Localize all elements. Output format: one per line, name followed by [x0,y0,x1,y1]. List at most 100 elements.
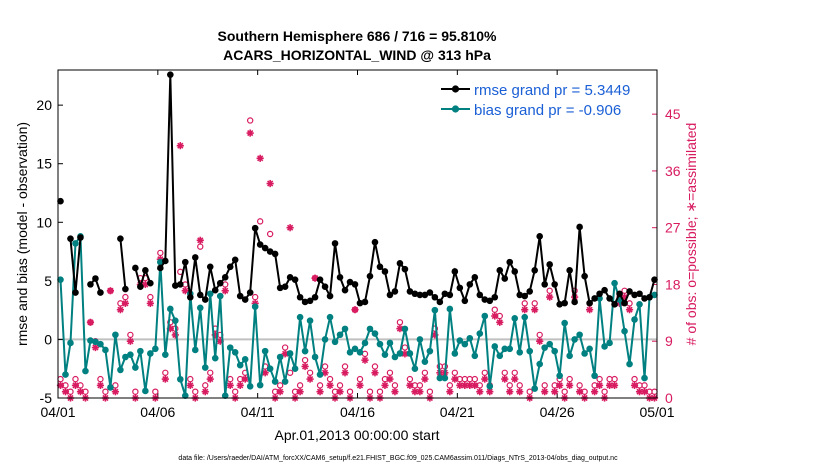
rmse-point [72,289,79,296]
x-tick-label: 04/26 [540,404,575,420]
assimilated-obs-point [246,129,254,137]
assimilated-obs-point [511,375,519,383]
assimilated-obs-point [576,388,584,396]
bias-point [466,334,474,342]
bias-point [152,345,159,353]
rmse-point [431,293,439,301]
bias-point [371,330,379,337]
bias-point [176,375,184,383]
assimilated-obs-point [610,381,619,389]
rmse-point [241,296,249,303]
possible-obs-point [127,331,134,339]
rmse-point [436,298,444,306]
rmse-point [157,264,164,272]
rmse-point [571,298,578,306]
rmse-point [366,272,374,280]
bias-point [406,350,414,357]
assimilated-obs-point [466,381,474,389]
rmse-point [476,291,484,299]
y-axis-label-left: rmse and bias (model - observation) [14,122,30,346]
possible-obs-point [401,344,409,351]
possible-obs-point [601,388,608,395]
assimilated-obs-point [541,388,549,396]
bias-point [87,337,94,344]
bias-point [611,279,618,287]
rmse-point [641,295,648,302]
assimilated-obs-point [361,356,369,364]
x-tick-label: 05/01 [639,404,674,420]
rmse-point [172,282,179,289]
assimilated-obs-point [551,388,559,396]
rmse-point [251,224,259,232]
bias-point [127,351,134,358]
x-axis-label: Apr.01,2013 00:00:00 start [274,427,439,443]
rmse-point [371,238,379,246]
bias-point [366,325,374,333]
rmse-point [376,263,384,271]
bias-point [591,372,598,380]
bias-point [196,304,204,312]
bias-point [511,315,519,322]
rmse-point [321,283,329,291]
assimilated-obs-point [481,375,489,383]
rmse-point [191,254,199,261]
possible-obs-point [207,369,214,376]
bias-point [561,319,568,327]
possible-obs-point [596,375,603,383]
assimilated-obs-point [341,369,349,377]
rmse-point [646,293,653,301]
bias-point [122,353,129,361]
rmse-point [416,291,424,299]
bias-point [72,240,79,247]
rmse-point [586,299,593,307]
rmse-point [541,281,548,288]
legend-rmse-label: rmse grand pr = 5.3449 [474,82,630,99]
assimilated-obs-point [76,388,85,396]
rmse-point [271,250,279,258]
y-axis-label-right: # of obs: o=possible; ∗=assimilated [683,123,699,346]
possible-obs-point [516,382,523,389]
plot-area [58,70,657,398]
rmse-line-segment [134,267,152,291]
y-tick-label: 5 [44,273,52,289]
bias-point [436,374,444,382]
possible-obs-point [406,375,414,383]
assimilated-obs-point [221,287,229,295]
rmse-point [132,264,139,272]
assimilated-obs-point [416,388,424,396]
possible-obs-point [376,388,384,395]
rmse-point [341,286,349,294]
assimilated-obs-point [301,362,309,371]
possible-obs-point [132,388,139,395]
possible-obs-point [197,243,204,250]
bias-point [216,292,224,300]
possible-obs-point [446,382,454,389]
rmse-point [401,265,409,273]
possible-obs-point [256,218,264,225]
bias-point [201,364,209,371]
bias-point [536,360,543,368]
bias-point [481,312,489,320]
bias-point [142,387,149,395]
rmse-point [506,258,514,266]
possible-obs-point [481,369,488,376]
possible-obs-point [641,382,648,389]
rmse-point [246,289,254,296]
bias-point [526,347,534,355]
x-tick-label: 04/21 [440,404,475,420]
assimilated-obs-point [71,381,80,389]
assimilated-obs-point [546,293,554,301]
y-tick-label-right: 36 [665,163,681,179]
rmse-point [386,291,394,299]
rmse-point [162,257,169,265]
bias-point [181,392,189,399]
rmse-point [616,290,623,298]
legend-bias-marker [451,105,460,113]
y-axis-right: 0 9 18 27 36 45 [652,106,681,406]
assimilated-obs-point [276,388,284,396]
bias-point [456,337,464,344]
rmse-point [606,295,613,302]
rmse-point [87,281,94,288]
bias-point [211,354,219,362]
